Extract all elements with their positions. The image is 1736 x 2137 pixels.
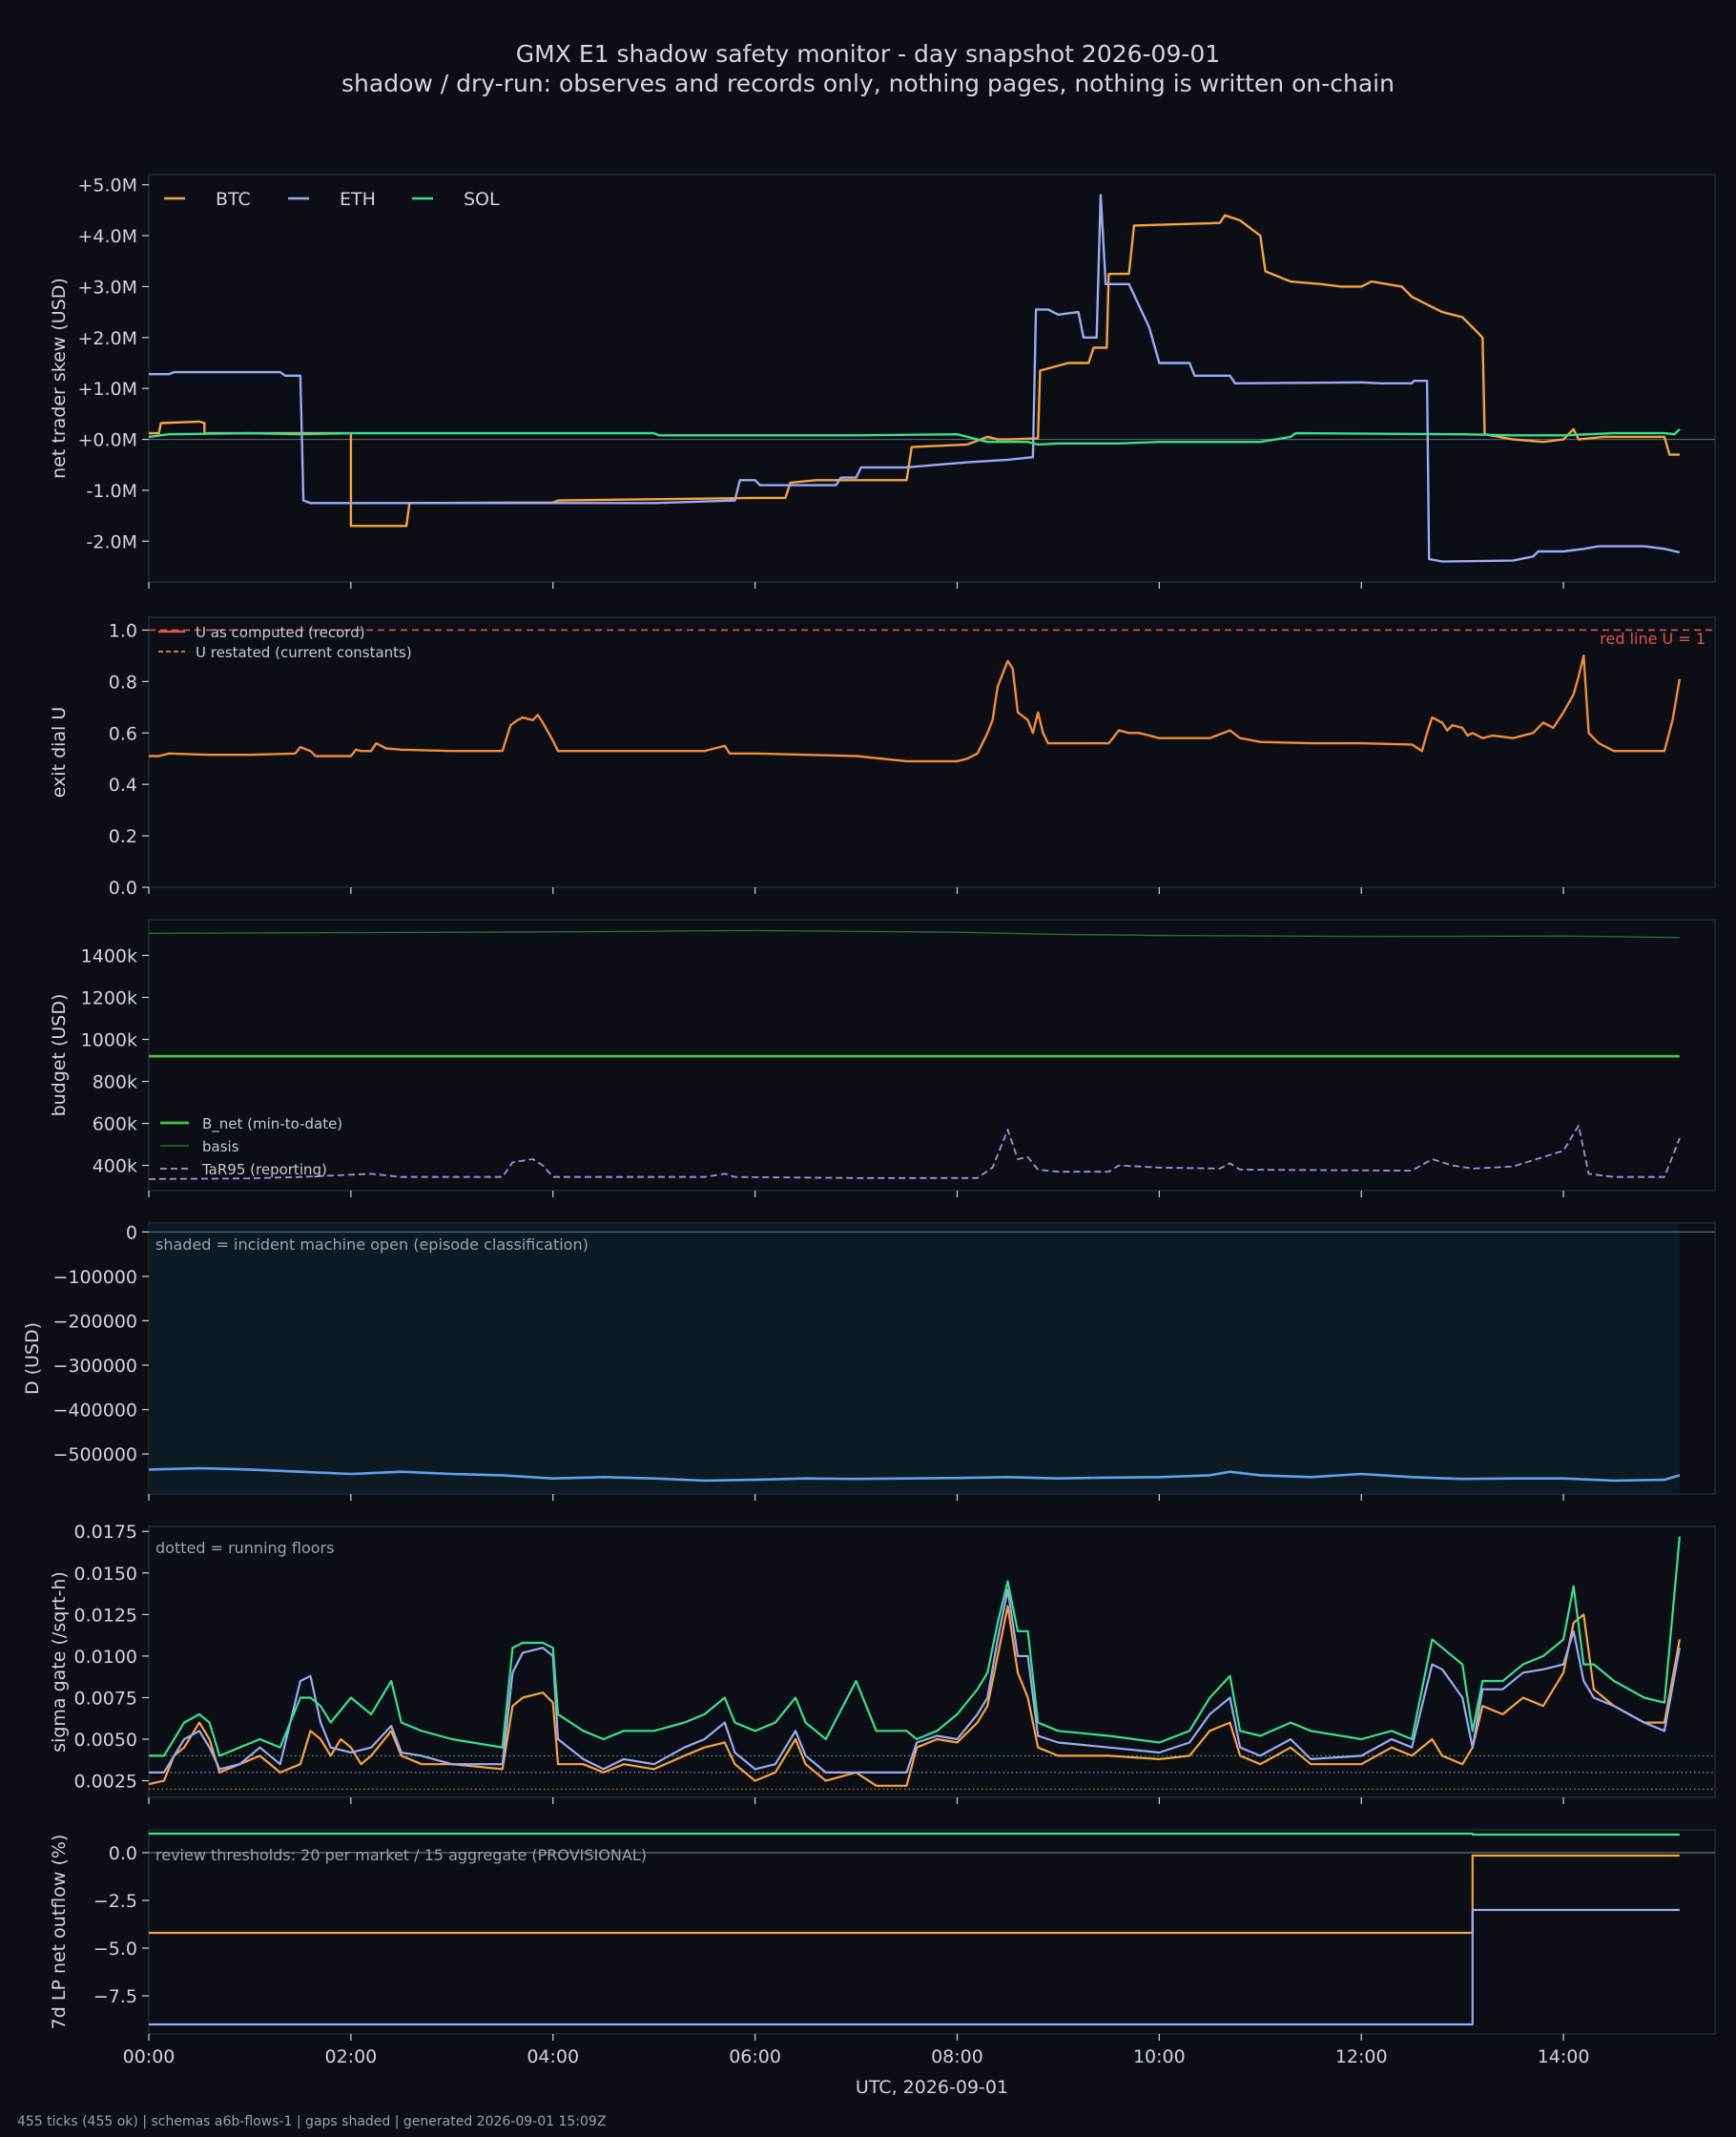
budget-y-tick-label: 1000k (81, 1029, 137, 1050)
budget-series-tar95 (148, 1124, 1681, 1180)
exit-dial-y-axis-label: exit dial U (49, 707, 70, 799)
x-tick-label: 02:00 (324, 2046, 377, 2067)
exit-dial-series-u (149, 654, 1682, 763)
budget-y-tick-label: 1400k (81, 945, 137, 966)
x-tick-label: 00:00 (123, 2046, 176, 2067)
budget-y-tick-label: 600k (93, 1114, 137, 1135)
skew-y-tick-label: +0.0M (77, 430, 137, 451)
lp-outflow-y-tick-label: −2.5 (93, 1891, 137, 1912)
exit-dial-y-tick-label: 0.2 (109, 826, 137, 847)
exit-dial-legend-label-record: U as computed (record) (196, 624, 365, 641)
skew-legend-label-btc: BTC (216, 189, 251, 210)
drawdown-shaded-region (149, 1224, 1680, 1493)
exit-dial-y-tick-label: 0.4 (109, 775, 137, 796)
lp-outflow-y-tick-label: −5.0 (93, 1939, 137, 1960)
sigma-y-tick-label: 0.0025 (74, 1772, 137, 1793)
drawdown-y-tick-label: −500000 (53, 1444, 137, 1465)
skew-legend-label-sol: SOL (464, 189, 500, 210)
sigma-series-eth (149, 1588, 1681, 1774)
chart-title: GMX E1 shadow safety monitor - day snaps… (515, 40, 1221, 68)
budget-y-tick-label: 400k (93, 1156, 137, 1177)
sigma-y-tick-label: 0.0125 (74, 1605, 137, 1626)
sigma-y-tick-label: 0.0050 (74, 1730, 137, 1751)
sigma-y-tick-label: 0.0100 (74, 1647, 137, 1668)
drawdown-series-d (148, 1466, 1681, 1483)
lp-outflow-y-tick-label: 0.0 (109, 1843, 137, 1864)
x-tick-label: 04:00 (527, 2046, 579, 2067)
drawdown-shaded-note: shaded = incident machine open (episode … (155, 1235, 589, 1254)
exit-dial-y-tick-label: 0.0 (109, 878, 137, 899)
sigma-y-tick-label: 0.0150 (74, 1564, 137, 1585)
budget-y-tick-label: 800k (93, 1072, 137, 1093)
budget-legend-label-tar95: TaR95 (reporting) (201, 1161, 327, 1178)
sigma-plot-area (148, 1525, 1716, 1798)
lp-outflow-y-axis-label: 7d LP net outflow (%) (49, 1835, 70, 2030)
exit-dial-y-tick-label: 0.8 (109, 672, 137, 693)
drawdown-y-tick-label: −400000 (53, 1400, 137, 1421)
skew-y-tick-label: -1.0M (87, 481, 137, 502)
footer-status: 455 ticks (455 ok) | schemas a6b-flows-1… (17, 2114, 607, 2129)
x-tick-label: 14:00 (1538, 2046, 1590, 2067)
lp-note: review thresholds: 20 per market / 15 ag… (155, 1846, 647, 1864)
exit-dial-red-line-label: red line U = 1 (1600, 630, 1705, 648)
exit-dial-plot-area (148, 616, 1716, 888)
drawdown-y-axis-label: D (USD) (22, 1322, 43, 1395)
drawdown-y-tick-label: −200000 (53, 1311, 137, 1332)
sigma-y-tick-label: 0.0175 (74, 1522, 137, 1543)
skew-series-sol (148, 428, 1681, 446)
sigma-series-sol (149, 1536, 1681, 1757)
skew-y-tick-label: +1.0M (77, 379, 137, 400)
lp-series-btc (149, 1854, 1680, 1935)
skew-plot-area (148, 174, 1716, 583)
skew-y-tick-label: +3.0M (77, 277, 137, 298)
budget-legend-label-basis: basis (202, 1138, 239, 1155)
drawdown-y-tick-label: −100000 (53, 1267, 137, 1288)
skew-y-tick-label: +4.0M (77, 226, 137, 247)
x-tick-label: 06:00 (729, 2046, 781, 2067)
sigma-y-axis-label: sigma gate (/sqrt-h) (49, 1571, 70, 1753)
x-tick-label: 10:00 (1133, 2046, 1186, 2067)
x-axis-label: UTC, 2026-09-01 (856, 2077, 1008, 2098)
exit-dial-y-tick-label: 1.0 (109, 620, 137, 641)
exit-dial-y-tick-label: 0.6 (109, 723, 137, 744)
budget-series-basis (148, 929, 1680, 939)
skew-y-tick-label: +5.0M (77, 176, 137, 197)
lp-series-sol (149, 1832, 1680, 1836)
budget-y-tick-label: 1200k (81, 987, 137, 1008)
skew-series-eth (149, 194, 1681, 563)
drawdown-y-tick-label: 0 (126, 1222, 137, 1243)
drawdown-y-tick-label: −300000 (53, 1356, 137, 1377)
chart-subtitle: shadow / dry-run: observes and records o… (341, 70, 1395, 97)
x-tick-label: 12:00 (1335, 2046, 1388, 2067)
exit-dial-legend-label-restated: U restated (current constants) (196, 644, 412, 661)
budget-y-axis-label: budget (USD) (49, 994, 70, 1117)
lp-outflow-y-tick-label: −7.5 (93, 1986, 137, 2007)
skew-y-tick-label: +2.0M (77, 328, 137, 349)
x-tick-label: 08:00 (931, 2046, 983, 2067)
sigma-note: dotted = running floors (155, 1539, 334, 1557)
lp-series-eth (149, 1908, 1680, 2026)
budget-legend-label-b_net: B_net (min-to-date) (202, 1115, 342, 1133)
skew-legend-label-eth: ETH (340, 189, 376, 210)
skew-y-tick-label: -2.0M (87, 531, 137, 552)
skew-y-axis-label: net trader skew (USD) (49, 278, 70, 479)
sigma-y-tick-label: 0.0075 (74, 1688, 137, 1709)
